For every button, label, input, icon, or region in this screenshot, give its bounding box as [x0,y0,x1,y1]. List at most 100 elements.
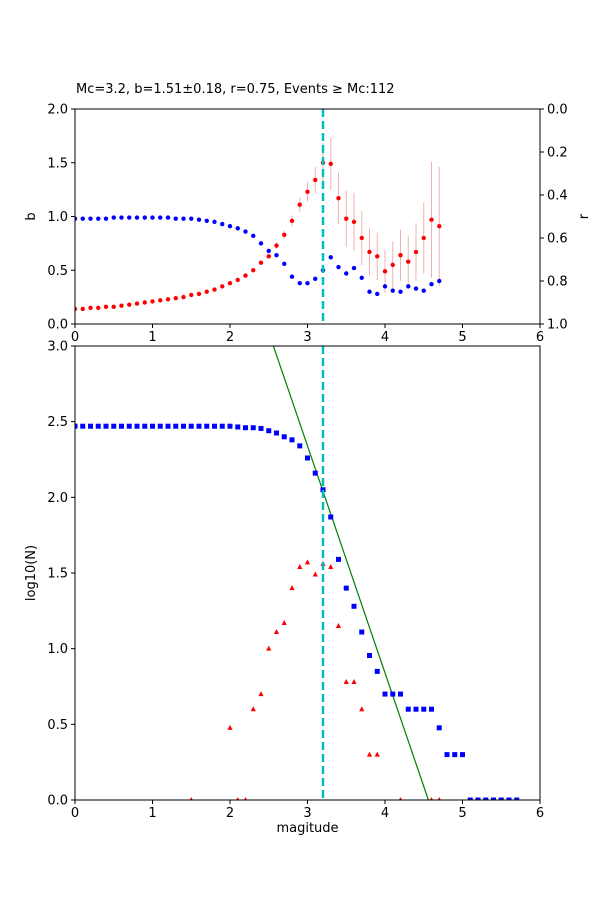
data-point [413,249,419,255]
data-point [406,259,411,264]
data-point-square [266,428,272,434]
x-tick-label: 5 [458,806,466,821]
data-point [429,282,434,287]
data-point-triangle [273,629,280,635]
y-tick-label: 2.5 [47,415,68,430]
data-point [165,215,171,220]
data-point-square [312,470,318,476]
data-point [390,288,395,293]
data-point-square [243,425,248,431]
data-point-square [305,455,310,461]
data-point [375,291,380,297]
data-point [212,287,217,292]
data-point-square [413,706,419,712]
x-tick-label: 0 [71,330,79,345]
y-tick-label: 0.5 [47,718,68,733]
data-point [274,243,279,248]
data-point [437,278,442,284]
data-point [421,288,426,293]
data-point-square [95,423,101,429]
data-point [227,280,233,286]
data-point-triangle [429,797,434,800]
y-tick-label: 2.0 [47,103,68,118]
data-point [266,254,271,259]
data-point [359,275,364,280]
top-panel: 0 1 2 3 4 5 6 0.0 0.5 1.0 1.5 2.0 0.0 0.2 0.4 0.6 0.8 1.0… [24,103,592,346]
data-point-square [483,797,489,800]
data-point-square [436,725,442,731]
y-tick-label: 0.0 [47,318,68,333]
x-tick-label: 4 [381,330,389,345]
data-point-triangle [281,619,287,625]
y-right-axis-title: r [577,213,592,219]
data-point-square [514,797,520,800]
y-tick-label: 0.0 [47,794,68,809]
x-tick-label: 6 [536,806,544,821]
data-point-square [452,752,458,758]
data-point [142,300,147,305]
data-point-square [119,423,124,429]
x-tick-label: 4 [381,806,389,821]
data-point-triangle [289,585,295,591]
data-point [367,289,372,294]
data-point [305,280,310,286]
data-point-triangle [359,706,365,712]
data-point-square [142,423,148,429]
y-tick-label: 1.5 [47,567,68,582]
data-point [266,248,271,254]
axes-frame [74,345,541,801]
y-right-tick-label: 0.4 [547,189,568,204]
data-point-square [398,691,403,697]
data-point [88,216,93,221]
data-point-triangle [351,678,357,684]
y-right-tick-label: 1.0 [547,318,568,333]
data-point-square [165,423,171,429]
y-tick-label: 1.5 [47,156,68,171]
data-point-square [405,706,411,712]
y-tick-label: 1.0 [47,642,68,657]
data-point-square [212,423,217,429]
data-point [134,301,140,306]
data-point [313,276,318,282]
data-point-square [150,423,155,429]
data-point [382,284,388,289]
data-point [313,177,318,183]
data-point [96,305,101,311]
bottom-panel: 0 1 2 3 4 5 6 0.0 0.5 1.0 1.5 2.0 2.5 3.0 log10(N) magi… [24,340,544,837]
data-point-square [297,443,303,449]
y-tick-label: 2.0 [47,491,68,506]
data-point [351,265,357,271]
data-point [150,215,155,220]
data-point [297,280,302,286]
data-point-square [467,797,473,800]
data-point [220,221,225,227]
x-tick-label: 1 [148,330,156,345]
y-axis-title: b [24,212,39,220]
data-point [204,218,209,223]
data-point-triangle [297,563,303,569]
data-point-square [382,691,388,697]
data-point [158,298,163,303]
data-point [344,216,349,221]
data-point-square [491,797,496,800]
data-point-triangle [258,691,264,697]
data-point-square [475,797,481,800]
data-point [274,253,279,258]
data-point-square [390,691,396,697]
data-point-square [250,425,256,431]
data-point [282,232,287,237]
data-point [134,215,140,220]
data-point [406,284,411,289]
data-point [181,216,186,221]
data-point-square [103,423,109,429]
data-point [111,304,116,309]
data-point-square [126,423,132,429]
data-point [359,235,364,241]
data-point [282,261,287,266]
data-point [437,223,442,229]
y-right-tick-label: 0.0 [547,103,568,118]
data-point-square [336,556,341,562]
data-point-square [506,797,512,800]
y-axis-title: log10(N) [24,545,39,601]
data-point [351,219,357,225]
